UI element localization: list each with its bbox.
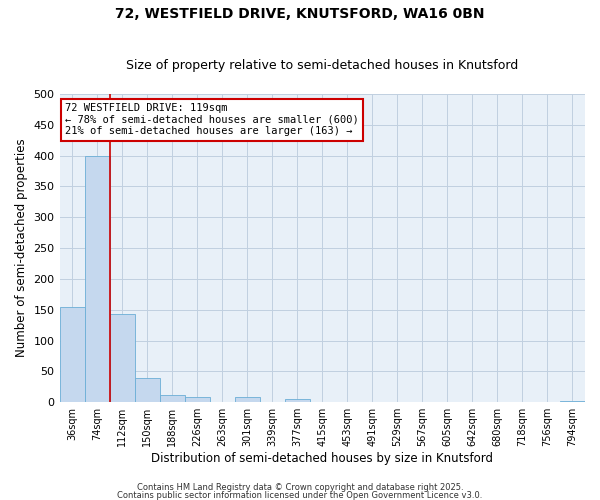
Y-axis label: Number of semi-detached properties: Number of semi-detached properties [15, 139, 28, 358]
Bar [560, 401, 585, 402]
Text: 72 WESTFIELD DRIVE: 119sqm
← 78% of semi-detached houses are smaller (600)
21% o: 72 WESTFIELD DRIVE: 119sqm ← 78% of semi… [65, 103, 359, 136]
Bar [235, 398, 260, 402]
Bar [59, 306, 85, 402]
Bar [285, 398, 310, 402]
X-axis label: Distribution of semi-detached houses by size in Knutsford: Distribution of semi-detached houses by … [151, 452, 493, 465]
Bar [185, 398, 209, 402]
Bar [134, 378, 160, 402]
Text: 72, WESTFIELD DRIVE, KNUTSFORD, WA16 0BN: 72, WESTFIELD DRIVE, KNUTSFORD, WA16 0BN [115, 8, 485, 22]
Text: Contains HM Land Registry data © Crown copyright and database right 2025.: Contains HM Land Registry data © Crown c… [137, 484, 463, 492]
Bar [85, 156, 110, 402]
Bar [160, 395, 185, 402]
Text: Contains public sector information licensed under the Open Government Licence v3: Contains public sector information licen… [118, 490, 482, 500]
Bar [110, 314, 134, 402]
Title: Size of property relative to semi-detached houses in Knutsford: Size of property relative to semi-detach… [126, 59, 518, 72]
